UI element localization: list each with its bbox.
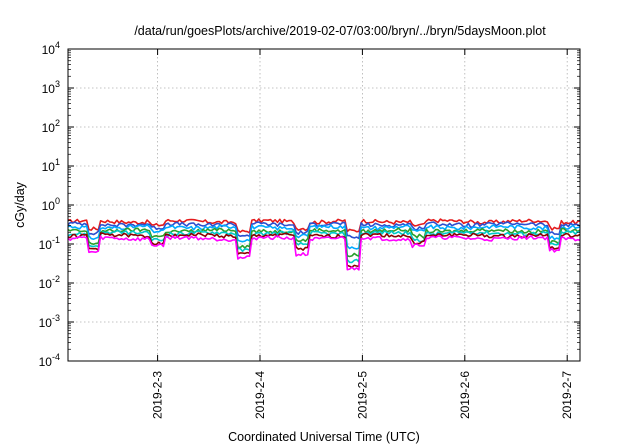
x-tick-label: 2019-2-6 — [458, 371, 472, 419]
y-tick-label: 10-4 — [39, 352, 60, 369]
y-axis: 10-4 10-3 10-2 10-1 100 101 102 103 104 — [39, 40, 580, 369]
x-axis: 2019-2-3 2019-2-4 2019-2-5 2019-2-6 2019-2-7 — [151, 49, 574, 419]
series-line — [67, 224, 581, 250]
x-tick-label: 2019-2-3 — [151, 371, 165, 419]
y-tick-label: 104 — [42, 40, 60, 57]
x-tick-label: 2019-2-5 — [355, 371, 369, 419]
data-series — [67, 218, 581, 271]
y-tick-label: 101 — [42, 157, 60, 174]
series-line — [67, 218, 581, 234]
grid-lines — [68, 49, 580, 361]
series-line — [67, 229, 581, 264]
y-tick-label: 103 — [42, 79, 60, 96]
y-axis-label: cGy/day — [13, 181, 27, 228]
y-tick-label: 10-3 — [39, 313, 60, 330]
y-tick-label: 10-2 — [39, 274, 60, 291]
series-line — [67, 235, 581, 271]
y-tick-label: 100 — [42, 196, 60, 213]
x-tick-label: 2019-2-7 — [560, 371, 574, 419]
series-line — [67, 227, 581, 258]
y-tick-label: 10-1 — [39, 235, 60, 252]
y-tick-label: 102 — [42, 118, 60, 135]
chart-title: /data/run/goesPlots/archive/2019-02-07/0… — [134, 24, 546, 38]
x-axis-label: Coordinated Universal Time (UTC) — [228, 430, 420, 444]
x-tick-label: 2019-2-4 — [253, 371, 267, 419]
